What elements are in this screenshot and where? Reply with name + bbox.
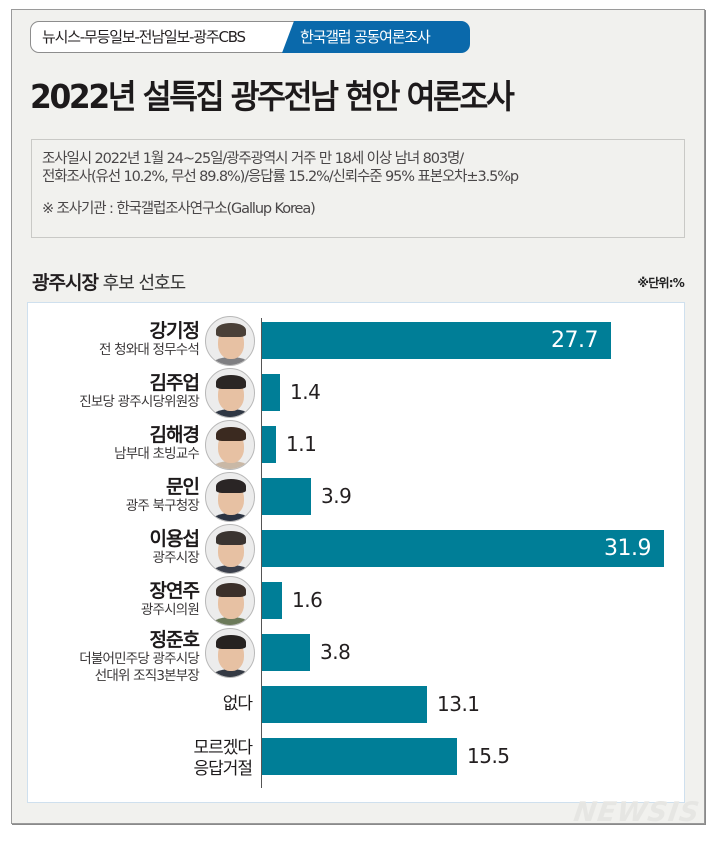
row-label: 이용섭 광주시장: [149, 528, 200, 567]
bar: [262, 686, 427, 723]
candidate-name: 강기정: [149, 320, 200, 342]
row-label: 없다: [222, 694, 253, 715]
option-label: 없다: [222, 694, 253, 714]
chart-title: 광주시장 후보 선호도: [32, 268, 187, 295]
option-label: 모르겠다: [193, 738, 253, 758]
candidate-photo: [205, 368, 255, 418]
row-label: 김주업 진보당 광주시당위원장: [79, 372, 200, 411]
candidate-photo: [205, 628, 255, 678]
option-label-line2: 응답거절: [193, 759, 253, 779]
newsis-watermark: NEWSIS: [572, 797, 703, 828]
row-label: 문인 광주 북구청장: [125, 476, 200, 515]
candidate-photo: [205, 576, 255, 626]
candidate-title-line2: 선대위 조직3본부장: [94, 668, 200, 684]
candidate-name: 김주업: [149, 372, 200, 394]
chart-axis: [261, 318, 262, 788]
survey-info-line2: 전화조사(유선 10.2%, 무선 89.8%)/응답률 15.2%/신뢰수준 …: [42, 169, 519, 185]
row-label: 모르겠다 응답거절: [193, 738, 253, 780]
chart-row: 이용섭 광주시장 31.9: [27, 522, 685, 574]
chart-row: 정준호 더불어민주당 광주시당 선대위 조직3본부장 3.8: [27, 626, 685, 684]
chart-title-bold: 광주시장: [32, 272, 99, 294]
chart-row: 김해경 남부대 초빙교수 1.1: [27, 418, 685, 470]
candidate-photo: [205, 524, 255, 574]
survey-info-line1: 조사일시 2022년 1월 24~25일/광주광역시 거주 만 18세 이상 남…: [42, 151, 464, 167]
survey-info-box: 조사일시 2022년 1월 24~25일/광주광역시 거주 만 18세 이상 남…: [31, 139, 685, 238]
candidate-name: 장연주: [149, 580, 200, 602]
row-label: 김해경 남부대 초빙교수: [114, 424, 200, 463]
candidate-name: 정준호: [149, 629, 200, 651]
chart-title-light: 후보 선호도: [102, 273, 187, 294]
chart-row: 문인 광주 북구청장 3.9: [27, 470, 685, 522]
bar: [262, 530, 664, 567]
row-label: 강기정 전 청와대 정무수석: [99, 320, 200, 359]
source-badge: 뉴시스-무등일보-전남일보-광주CBS 한국갤럽 공동여론조사: [30, 21, 470, 55]
candidate-photo: [205, 472, 255, 522]
candidate-title: 남부대 초빙교수: [114, 446, 200, 462]
row-label: 정준호 더불어민주당 광주시당 선대위 조직3본부장: [79, 629, 200, 685]
bar-value: 1.6: [292, 588, 323, 612]
bar-value: 1.1: [286, 432, 317, 456]
candidate-title: 광주시장: [152, 550, 200, 566]
row-label: 장연주 광주시의원: [140, 580, 200, 619]
candidate-name: 이용섭: [149, 528, 200, 550]
candidate-title: 광주시의원: [140, 602, 200, 618]
bar-value: 31.9: [604, 536, 651, 561]
bar: [262, 322, 611, 359]
bar-value: 1.4: [290, 380, 321, 404]
chart-row: 김주업 진보당 광주시당위원장 1.4: [27, 366, 685, 418]
chart-row: 강기정 전 청와대 정무수석 27.7: [27, 314, 685, 366]
bar-value: 3.8: [320, 640, 351, 664]
candidate-title: 진보당 광주시당위원장: [79, 394, 200, 410]
candidate-name: 문인: [166, 476, 200, 498]
unit-note: ※단위:%: [637, 276, 684, 290]
candidate-title: 광주 북구청장: [125, 498, 200, 514]
page-title: 2022년 설특집 광주전남 현안 여론조사: [30, 77, 515, 116]
badge-sources: 뉴시스-무등일보-전남일보-광주CBS: [30, 21, 300, 53]
chart-row: 모르겠다 응답거절 15.5: [27, 730, 685, 782]
bar: [262, 634, 310, 671]
candidate-title: 전 청와대 정무수석: [99, 342, 200, 358]
candidate-title: 더불어민주당 광주시당: [79, 651, 200, 667]
bar-value: 15.5: [467, 744, 510, 768]
chart-row: 장연주 광주시의원 1.6: [27, 574, 685, 626]
chart-row: 없다 13.1: [27, 678, 685, 730]
candidate-photo: [205, 420, 255, 470]
bar: [262, 582, 282, 619]
bar-value: 27.7: [551, 328, 598, 353]
badge-pollster: 한국갤럽 공동여론조사: [282, 21, 470, 53]
candidate-name: 김해경: [149, 424, 200, 446]
bar: [262, 374, 280, 411]
bar: [262, 426, 276, 463]
bar: [262, 738, 457, 775]
bar-value: 3.9: [321, 484, 352, 508]
survey-info-note: ※ 조사기관 : 한국갤럽조사연구소(Gallup Korea): [42, 201, 316, 217]
candidate-photo: [205, 316, 255, 366]
bar-value: 13.1: [437, 692, 480, 716]
bar: [262, 478, 311, 515]
